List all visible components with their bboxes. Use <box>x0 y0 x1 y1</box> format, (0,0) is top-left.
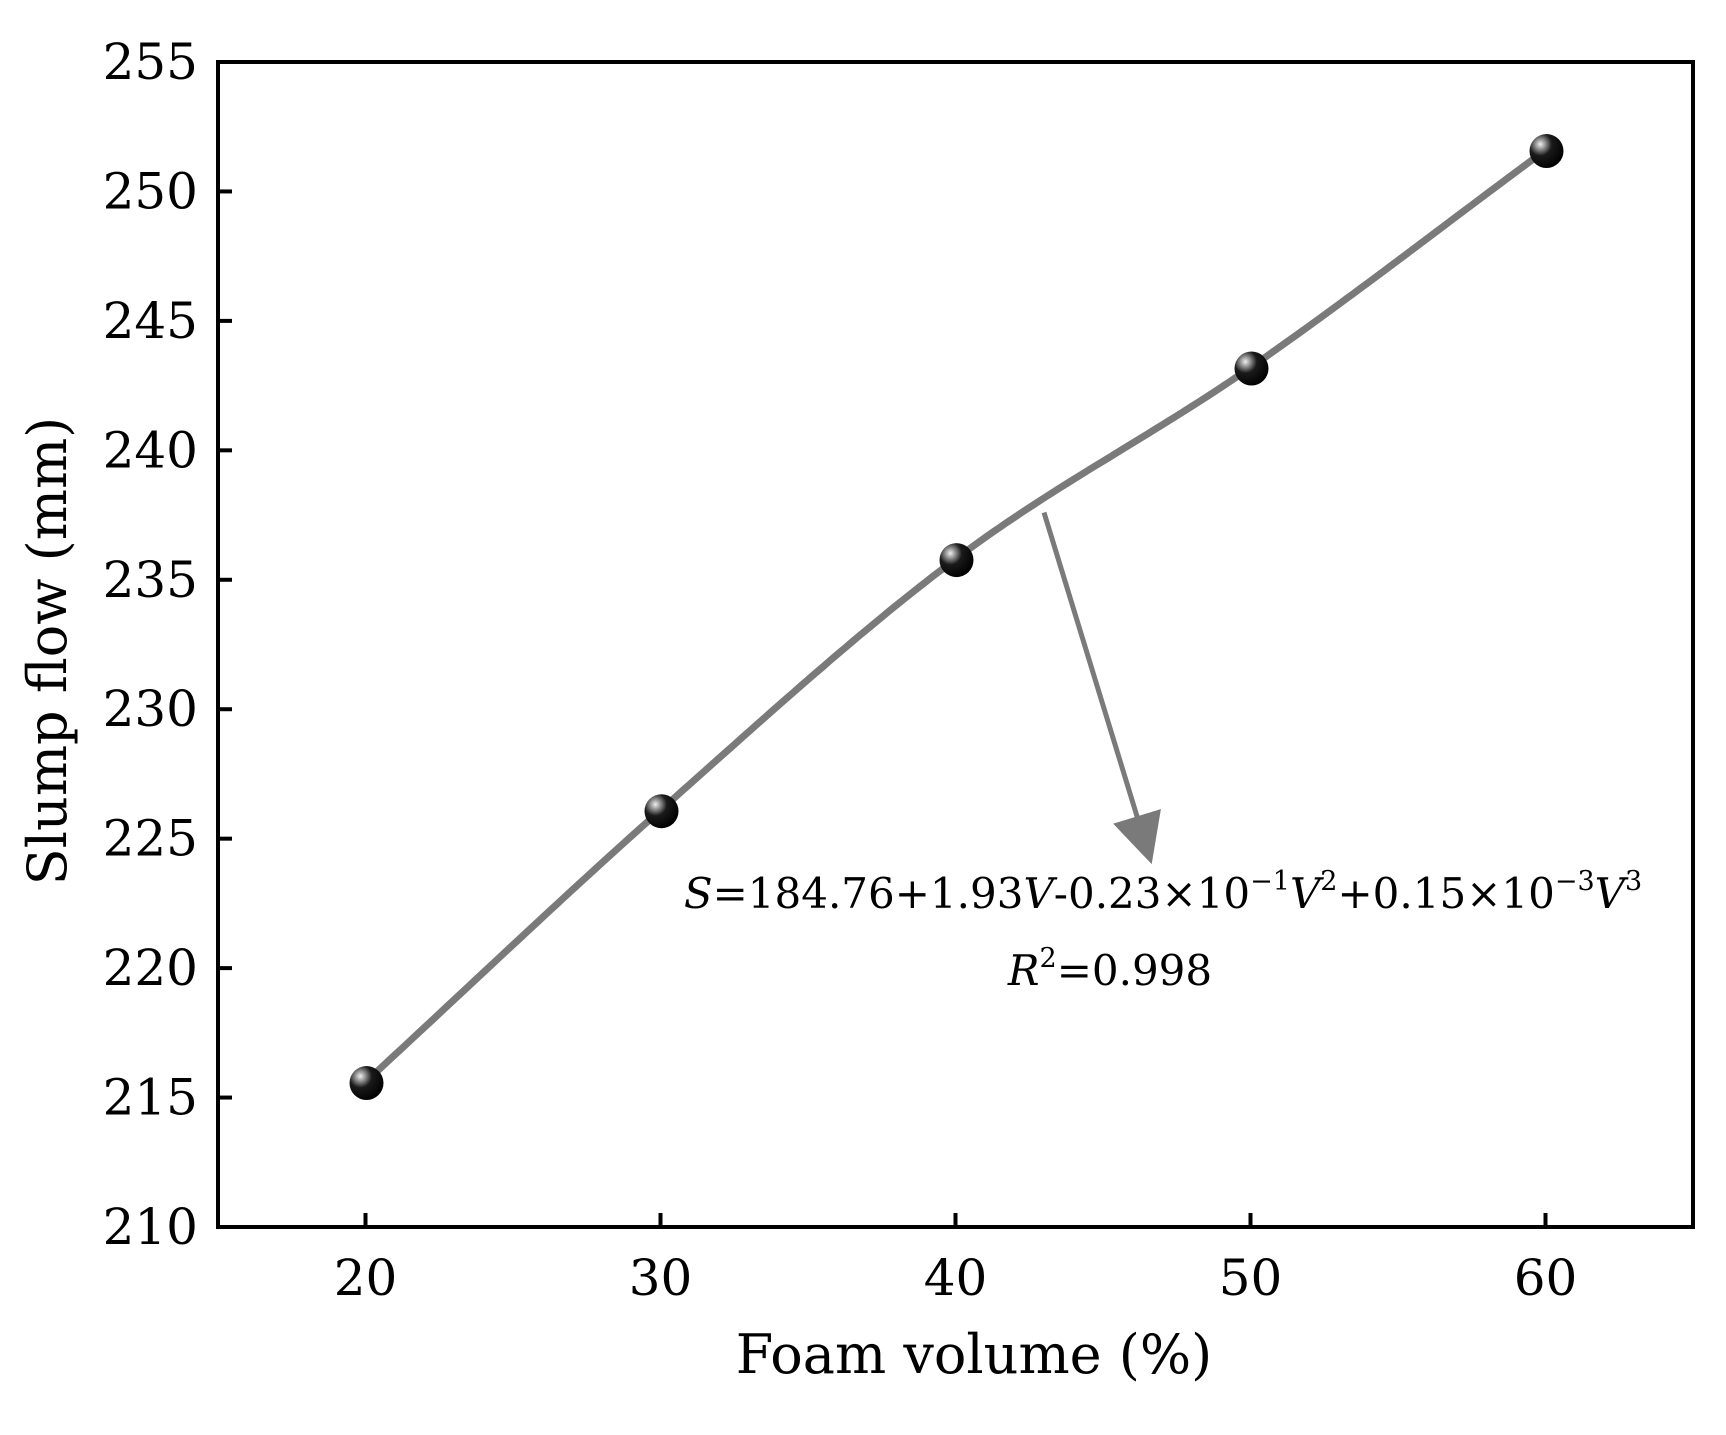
data-points <box>349 134 1564 1101</box>
data-point <box>644 794 679 829</box>
y-tick-label: 250 <box>103 162 198 220</box>
equation-arrow <box>1041 511 1161 865</box>
r2-sup: 2 <box>1040 943 1057 974</box>
data-point <box>939 543 974 578</box>
x-tick-label: 50 <box>1219 1249 1283 1307</box>
x-tick-label: 40 <box>924 1249 988 1307</box>
x-axis-ticks: 20 30 40 50 60 <box>334 1213 1578 1307</box>
eq-sup2: 2 <box>1320 866 1337 897</box>
data-point <box>1234 351 1269 386</box>
eq-v3: V <box>1595 869 1629 918</box>
r2-value: =0.998 <box>1057 946 1212 995</box>
y-tick-label: 210 <box>103 1198 198 1256</box>
data-point <box>1529 134 1564 169</box>
r2-r: R <box>1007 946 1040 995</box>
y-tick-label: 240 <box>103 421 198 479</box>
r-squared: R2=0.998 <box>1007 943 1212 995</box>
y-axis-title: Slump flow (mm) <box>16 417 79 885</box>
eq-s: S <box>684 869 713 918</box>
y-tick-label: 215 <box>103 1069 198 1127</box>
eq-part2: -0.23×10 <box>1054 869 1250 918</box>
x-tick-label: 60 <box>1514 1249 1578 1307</box>
y-tick-label: 220 <box>103 939 198 997</box>
fit-curve <box>362 146 1549 1086</box>
y-tick-label: 230 <box>103 680 198 738</box>
x-axis-title: Foam volume (%) <box>736 1323 1212 1386</box>
fit-equation: S=184.76+1.93V-0.23×10−1V2+0.15×10−3V3 <box>684 866 1642 918</box>
eq-v2: V <box>1290 869 1324 918</box>
data-point <box>349 1066 384 1101</box>
x-tick-label: 20 <box>334 1249 398 1307</box>
eq-part1: =184.76+1.93 <box>713 869 1024 918</box>
y-tick-label: 255 <box>103 33 198 91</box>
eq-sup4: 3 <box>1625 866 1642 897</box>
plot-frame <box>216 60 1695 1229</box>
y-axis-ticks: 210 215 220 225 230 235 240 245 250 255 <box>103 33 232 1256</box>
y-tick-label: 225 <box>103 810 198 868</box>
y-tick-label: 235 <box>103 551 198 609</box>
y-tick-label: 245 <box>103 292 198 350</box>
eq-v1: V <box>1023 869 1057 918</box>
x-tick-label: 30 <box>629 1249 693 1307</box>
eq-sup3: −3 <box>1555 866 1595 897</box>
eq-sup1: −1 <box>1250 866 1290 897</box>
eq-part3: +0.15×10 <box>1337 869 1554 918</box>
